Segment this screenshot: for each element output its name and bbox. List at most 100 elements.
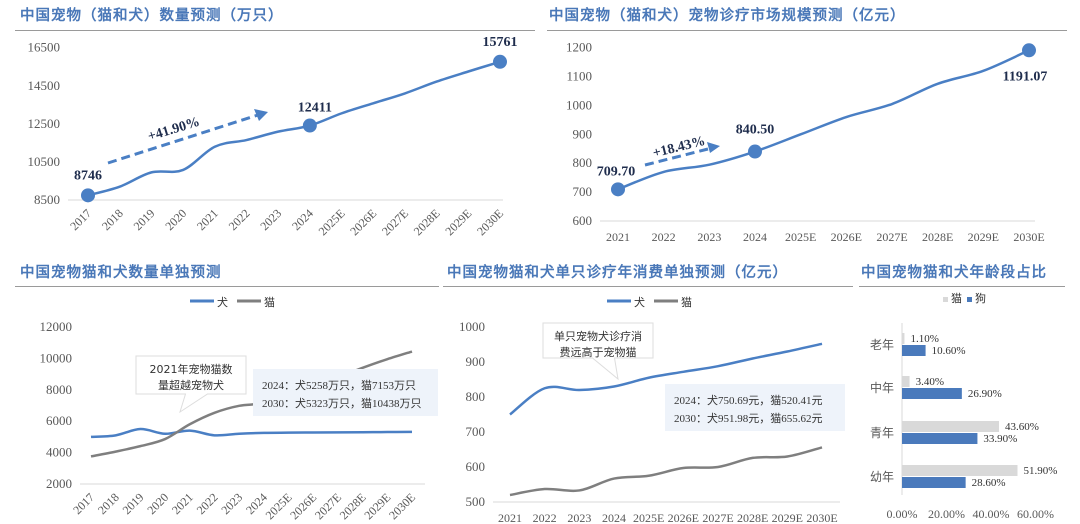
- chart2-y-tick: 700: [573, 184, 593, 199]
- chart4-series-line-1: [509, 446, 823, 497]
- chart2-y-tick: 800: [573, 155, 593, 170]
- chart3-title-rule: [15, 286, 439, 287]
- chart3-x-tick: 2030E: [386, 490, 418, 522]
- chart4-x-tick: 2029E: [772, 511, 803, 524]
- chart2-y-tick: 600: [573, 213, 593, 228]
- chart3-y-tick: 8000: [46, 382, 72, 397]
- chart4-y-tick: 600: [466, 459, 486, 474]
- chart5-x-tick: 40.00%: [973, 507, 1010, 521]
- chart3-x-tick: 2017: [70, 490, 97, 517]
- chart1-x-tick: 2017: [67, 206, 94, 233]
- chart5-legend-swatch-dog: [967, 297, 972, 302]
- chart3-note-line: 2030：犬5323万只，猫10438万只: [262, 396, 422, 410]
- chart1-y-tick: 12500: [28, 116, 61, 131]
- chart1-highlight-marker: [493, 54, 507, 69]
- chart2-arrow-head-icon: [707, 142, 720, 153]
- chart5-category-label: 青年: [870, 426, 894, 440]
- chart4-x-tick: 2028E: [737, 511, 768, 524]
- chart5-bar-label: 10.60%: [932, 345, 966, 357]
- chart5-bar-label: 43.60%: [1005, 421, 1039, 433]
- chart3-x-tick: 2026E: [287, 490, 319, 522]
- chart3-x-tick: 2021: [169, 490, 196, 517]
- chart4-legend-cat: 猫: [681, 296, 692, 309]
- chart4-x-tick: 2024: [602, 511, 626, 524]
- chart2-x-tick: 2024: [743, 230, 767, 244]
- chart1-point-label: 8746: [74, 168, 102, 183]
- chart5-bar-label: 3.40%: [916, 376, 944, 388]
- chart3-y-tick: 4000: [46, 445, 72, 460]
- chart4-title: 中国宠物猫和犬单只诊疗年消费单独预测（亿元）: [447, 265, 788, 281]
- chart5-bar-label: 28.60%: [972, 477, 1006, 489]
- chart5-bar-dog: [902, 433, 978, 444]
- chart1-x-tick: 2019: [131, 206, 158, 233]
- chart3-y-tick: 2000: [46, 476, 72, 491]
- chart3-x-tick: 2020: [144, 490, 171, 517]
- chart5-category-label: 老年: [870, 338, 894, 352]
- chart5-bar-dog: [902, 477, 966, 488]
- chart1-x-tick: 2030E: [474, 206, 506, 238]
- chart2-x-tick: 2027E: [876, 230, 907, 244]
- chart1-point-label: 12411: [298, 101, 332, 116]
- chart1-x-tick: 2025E: [316, 206, 348, 238]
- chart5-legend-cat: 猫: [951, 292, 962, 305]
- chart2-x-tick: 2026E: [831, 230, 862, 244]
- chart2-x-tick: 2028E: [922, 230, 953, 244]
- chart3-x-tick: 2027E: [312, 490, 344, 522]
- chart2-x-tick: 2025E: [785, 230, 816, 244]
- chart4-callout-line: 费远高于宠物猫: [560, 345, 637, 359]
- chart5-bar-cat: [902, 376, 910, 387]
- chart2-title-rule: [547, 30, 1067, 31]
- chart3-series-line-0: [90, 427, 413, 439]
- chart2-y-tick: 1000: [566, 97, 592, 112]
- chart2-title: 中国宠物（猫和犬）宠物诊疗市场规模预测（亿元）: [549, 8, 906, 24]
- chart4-x-tick: 2025E: [633, 511, 664, 524]
- chart4-legend-dog: 犬: [634, 295, 645, 309]
- chart2-y-tick: 1200: [566, 40, 592, 55]
- chart4-note-line: 2030：犬951.98元，猫655.62元: [674, 411, 823, 425]
- chart2-growth-arrow: [644, 146, 713, 167]
- chart5-bar-dog: [902, 345, 926, 356]
- chart3-x-tick: 2029E: [361, 490, 393, 522]
- chart3-note-line: 2024：犬5258万只，猫7153万只: [262, 378, 416, 392]
- chart3-title: 中国宠物猫和犬数量单独预测: [20, 265, 222, 281]
- chart3-note-box: [253, 369, 438, 416]
- chart2-x-tick: 2021: [606, 230, 630, 244]
- chart5-legend-swatch-cat: [943, 297, 948, 302]
- chart5-bar-label: 1.10%: [910, 333, 938, 345]
- chart1-y-tick: 10500: [28, 154, 61, 169]
- chart3-y-tick: 6000: [46, 413, 72, 428]
- chart5-category-label: 幼年: [870, 470, 894, 484]
- chart5-x-tick: 0.00%: [887, 507, 918, 521]
- chart1-x-tick: 2022: [226, 206, 253, 233]
- chart2-highlight-marker: [1022, 43, 1036, 58]
- chart1-highlight-marker: [81, 188, 95, 203]
- chart1-x-tick: 2018: [99, 206, 126, 233]
- chart4-x-tick: 2022: [533, 511, 557, 524]
- chart2-y-tick: 1100: [566, 69, 592, 84]
- chart1-x-tick: 2029E: [442, 206, 474, 238]
- chart1-x-tick: 2024: [289, 206, 316, 233]
- chart3-legend-cat: 猫: [264, 296, 275, 309]
- chart3-callout-line: 2021年宠物猫数: [150, 362, 233, 376]
- chart2-x-tick: 2022: [652, 230, 676, 244]
- chart1-x-tick: 2026E: [347, 206, 379, 238]
- chart5-title: 中国宠物猫和犬年龄段占比: [861, 265, 1047, 281]
- chart4-x-tick: 2023: [567, 511, 591, 524]
- chart4-callout-bubble: [542, 322, 654, 381]
- chart1-x-tick: 2023: [257, 206, 284, 233]
- chart3-y-tick: 10000: [40, 350, 73, 365]
- chart5-bar-cat: [902, 421, 1000, 432]
- chart4-y-tick: 800: [466, 389, 486, 404]
- chart1-y-tick: 8500: [34, 192, 60, 207]
- chart2-highlight-marker: [611, 182, 625, 197]
- chart4-y-tick: 900: [466, 354, 486, 369]
- chart5-category-label: 中年: [870, 380, 894, 395]
- chart5-bar-cat: [902, 465, 1018, 476]
- chart1-y-tick: 16500: [28, 40, 61, 55]
- chart1-series-line-0: [87, 60, 501, 197]
- chart3-callout-bubble: [135, 355, 247, 414]
- chart4-x-tick: 2027E: [702, 511, 733, 524]
- chart1-growth-label: +41.90%: [146, 115, 202, 145]
- chart4-x-tick: 2030E: [806, 511, 837, 524]
